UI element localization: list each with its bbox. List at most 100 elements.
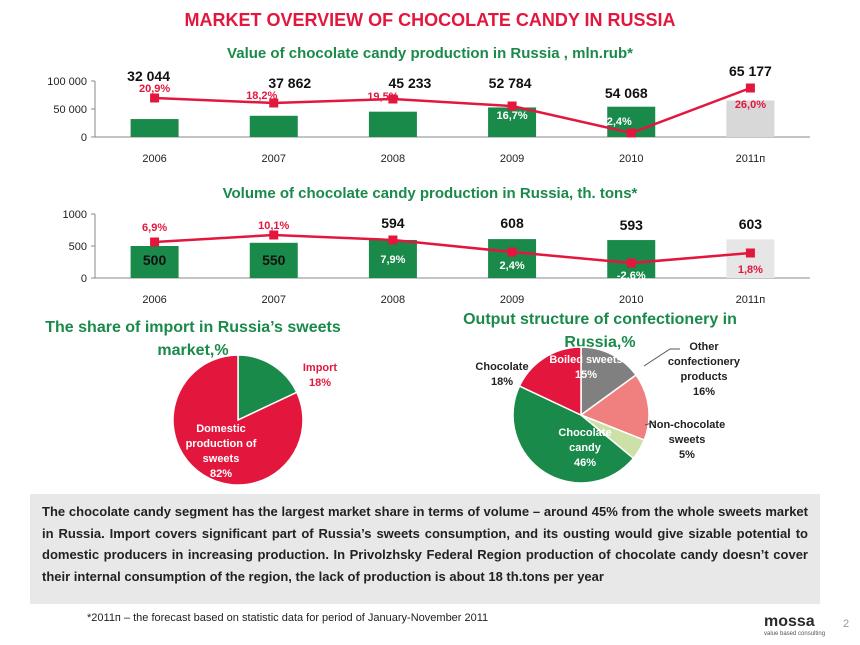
x-tick-label: 2011п	[736, 153, 766, 165]
value-chart-title: Value of chocolate candy production in R…	[227, 45, 633, 62]
growth-marker	[745, 248, 755, 258]
growth-label: 10,1%	[258, 220, 289, 232]
import-slice-label: Import	[303, 362, 338, 374]
domestic-slice-label: sweets	[203, 453, 240, 465]
bar-value-label: 54 068	[605, 85, 648, 101]
bar	[368, 239, 417, 278]
bar-value-label: 37 862	[268, 75, 311, 91]
bar	[130, 246, 179, 278]
bar-value-label: 52 784	[489, 75, 532, 91]
y-tick-label: 100 000	[47, 76, 87, 88]
growth-label: 2,4%	[500, 260, 525, 272]
chocolate-label: 18%	[491, 376, 513, 388]
bar-value-label: 45 233	[389, 75, 432, 91]
bar	[130, 119, 179, 137]
bar	[726, 239, 775, 278]
bar	[488, 239, 537, 278]
import-share-title: The share of import in Russia’s sweets m…	[45, 319, 341, 359]
growth-marker	[388, 235, 398, 245]
bar-value-label: 65 177	[729, 63, 772, 79]
brand-logo: mossa value based consulting	[764, 614, 825, 638]
y-tick-label: 50 000	[53, 104, 87, 116]
logo-tagline: value based consulting	[764, 631, 826, 637]
growth-label: 7,9%	[380, 254, 405, 266]
growth-marker	[626, 128, 636, 138]
non-chocolate-sweets-label: Non-chocolate	[649, 419, 725, 431]
logo-text: mossa	[764, 613, 815, 630]
non-chocolate-sweets-label: sweets	[669, 434, 706, 446]
y-tick-label: 1000	[63, 209, 87, 221]
pie-slice	[512, 385, 635, 484]
x-tick-label: 2006	[142, 294, 166, 306]
bar	[726, 100, 775, 137]
other-confectionery-label: 16%	[693, 386, 715, 398]
page-title: MARKET OVERVIEW OF CHOCOLATE CANDY IN RU…	[184, 10, 676, 30]
growth-marker	[150, 237, 160, 247]
chocolate-candy-label: 46%	[574, 457, 596, 469]
growth-marker	[507, 247, 517, 257]
domestic-slice-label: production of	[186, 438, 257, 450]
growth-label: 19,5%	[367, 91, 398, 103]
x-tick-label: 2010	[619, 294, 643, 306]
value-chart: 0 50 000 100 000 2006 32 044 2007 37 862 2008 45…	[47, 63, 810, 165]
bar-value-label: 594	[381, 215, 405, 231]
bar	[249, 242, 298, 278]
growth-marker	[388, 94, 398, 104]
growth-marker	[150, 93, 160, 103]
growth-label: 2,4%	[607, 116, 632, 128]
other-confectionery-label: confectionery	[668, 356, 741, 368]
y-tick-label: 0	[81, 273, 87, 285]
pie-slice	[579, 373, 650, 442]
domestic-slice-label: Domestic	[196, 423, 246, 435]
bar-value-label: 593	[620, 217, 644, 233]
x-tick-label: 2008	[381, 294, 405, 306]
x-tick-label: 2006	[142, 153, 166, 165]
bar	[249, 115, 298, 137]
y-tick-label: 0	[81, 132, 87, 144]
x-tick-label: 2011п	[736, 294, 766, 306]
growth-label: 1,8%	[738, 264, 763, 276]
growth-label: -2,6%	[617, 270, 646, 282]
other-confectionery-label: products	[680, 371, 727, 383]
growth-label: 6,9%	[142, 222, 167, 234]
non-chocolate-sweets-label: 5%	[679, 449, 695, 461]
boiled-sweets-label: 15%	[575, 369, 597, 381]
bar	[368, 111, 417, 137]
pie-slice	[172, 354, 304, 486]
bar-value-label: 550	[262, 252, 286, 268]
growth-marker	[269, 230, 279, 240]
pie-slice	[237, 354, 298, 422]
x-tick-label: 2009	[500, 153, 524, 165]
bar-value-label: 32 044	[127, 68, 170, 84]
x-tick-label: 2008	[381, 153, 405, 165]
page-number: 2	[843, 618, 850, 630]
pie-slice	[518, 346, 582, 417]
logo-wordmark: mossa	[764, 614, 825, 630]
output-structure-title: Output structure of confectionery in Rus…	[463, 311, 737, 351]
import-slice-label: 18%	[309, 377, 331, 389]
y-tick-label: 500	[69, 241, 87, 253]
chocolate-candy-label: candy	[569, 442, 602, 454]
volume-chart: 0 500 1000 2006 500 2007 550 2008 594 2009 608 2010…	[63, 209, 810, 306]
summary-text: The chocolate candy segment has the larg…	[30, 494, 820, 604]
bar-value-label: 603	[739, 216, 763, 232]
x-tick-label: 2007	[262, 153, 286, 165]
bar-value-label: 500	[143, 252, 167, 268]
chocolate-candy-label: Chocolate	[558, 427, 611, 439]
growth-label: 18,2%	[246, 90, 277, 102]
bar-value-label: 608	[500, 215, 524, 231]
x-tick-label: 2007	[262, 294, 286, 306]
footnote: *2011п – the forecast based on statistic…	[87, 612, 489, 624]
growth-line	[154, 233, 751, 265]
growth-marker	[626, 258, 636, 268]
growth-label: 20,9%	[139, 83, 170, 95]
bar	[488, 107, 537, 137]
growth-marker	[745, 83, 755, 93]
growth-marker	[269, 98, 279, 108]
growth-line	[154, 86, 751, 135]
boiled-sweets-label: Boiled sweets	[549, 354, 622, 366]
volume-chart-title: Volume of chocolate candy production in …	[222, 185, 638, 202]
pie-slice	[580, 414, 646, 460]
growth-label: 26,0%	[735, 99, 766, 111]
chocolate-label: Chocolate	[475, 361, 528, 373]
